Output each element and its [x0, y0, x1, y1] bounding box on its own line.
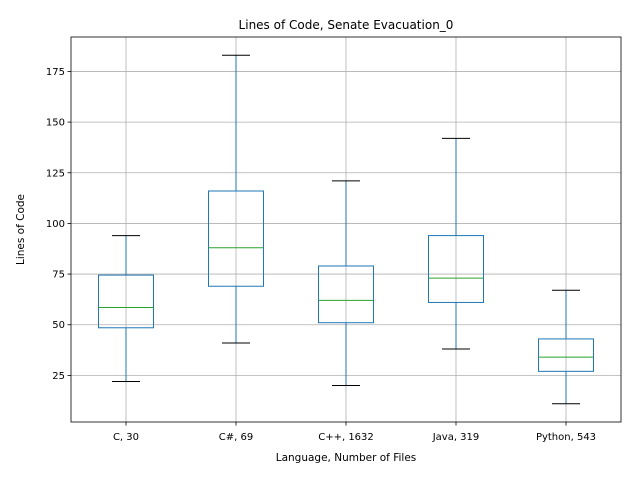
chart-title: Lines of Code, Senate Evacuation_0 [239, 18, 454, 32]
y-tick-label: 75 [52, 270, 65, 281]
x-tick-label: C#, 69 [219, 432, 253, 443]
y-tick-label: 150 [46, 118, 65, 129]
y-tick-label: 175 [46, 67, 65, 78]
iqr-box [318, 265, 374, 324]
iqr-box [428, 235, 484, 303]
y-tick-label: 100 [46, 219, 65, 230]
x-tick-label: Java, 319 [432, 432, 480, 443]
box-group [98, 235, 154, 382]
box-group [318, 180, 374, 387]
y-tick-label: 125 [46, 168, 65, 179]
y-tick-label: 50 [52, 320, 65, 331]
box-group [428, 137, 484, 350]
x-tick-label: C, 30 [113, 432, 139, 443]
box-plot-series [98, 54, 594, 405]
x-tick-label: C++, 1632 [318, 432, 374, 443]
x-axis-label: Language, Number of Files [276, 452, 417, 464]
iqr-box [208, 190, 264, 287]
iqr-box [538, 338, 594, 372]
axis-ticks: 25 50 75 100 125 150 175 C, 30 C#, 69 C++, 1632 Ja… [46, 67, 596, 443]
x-tick-label: Python, 543 [536, 432, 596, 443]
y-tick-label: 25 [52, 371, 65, 382]
iqr-box [98, 274, 154, 329]
box-group [208, 54, 264, 344]
y-axis-label: Lines of Code [15, 194, 27, 265]
box-group [538, 289, 594, 405]
